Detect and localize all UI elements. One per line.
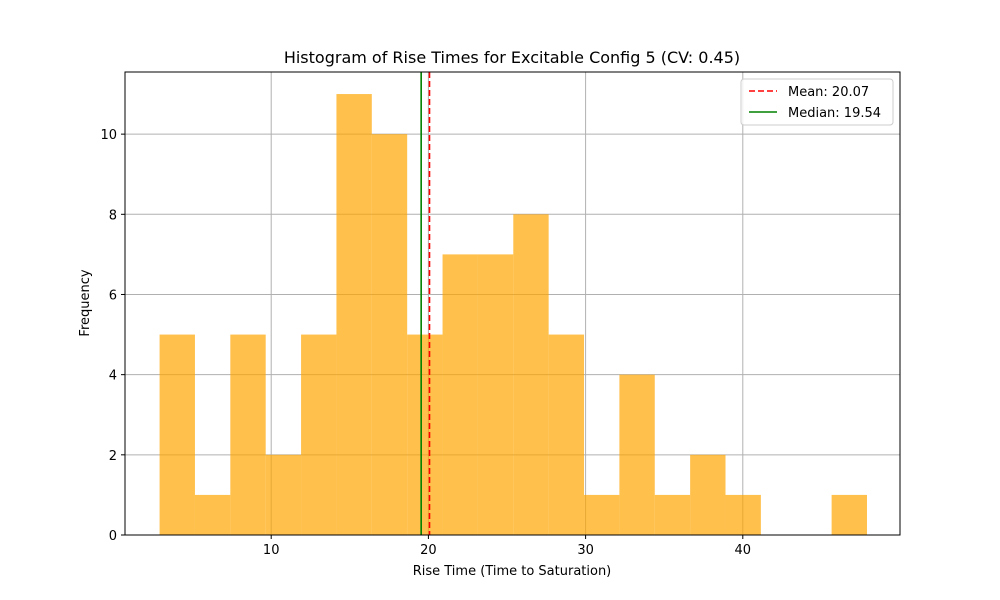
ticks-layer: 10 20 30 40 0 2 4 6 8 10: [100, 128, 751, 558]
y-tick-label: 4: [109, 369, 117, 384]
chart-title: Histogram of Rise Times for Excitable Co…: [284, 48, 740, 67]
histogram-bar-13: [619, 374, 655, 535]
reference-lines-layer: [420, 72, 431, 535]
histogram-bar-9: [477, 254, 514, 536]
bars-layer: [159, 94, 867, 536]
y-tick-label: 0: [109, 529, 117, 544]
histogram-bar-6: [371, 134, 408, 535]
y-tick-label: 8: [109, 208, 117, 223]
y-tick-label: 6: [109, 288, 117, 303]
legend: Mean: 20.07 Median: 19.54: [740, 78, 894, 126]
y-tick-label: 10: [100, 128, 117, 143]
x-tick-label: 20: [420, 543, 437, 558]
y-axis-label: Frequency: [78, 269, 93, 336]
histogram-bar-3: [265, 454, 302, 535]
x-tick-label: 30: [577, 543, 594, 558]
x-axis-label: Rise Time (Time to Saturation): [413, 564, 612, 579]
histogram-bar-5: [336, 94, 372, 536]
histogram-bar-14: [654, 494, 691, 535]
histogram-bar-1: [194, 494, 231, 535]
x-tick-label: 40: [735, 543, 752, 558]
histogram-bar-10: [513, 214, 549, 535]
histogram-bar-8: [442, 254, 478, 536]
legend-box: [740, 78, 894, 126]
legend-median-label: Median: 19.54: [788, 106, 881, 121]
legend-mean-label: Mean: 20.07: [788, 85, 869, 100]
histogram-bar-19: [831, 494, 867, 535]
histogram-bar-11: [548, 334, 585, 535]
x-tick-label: 10: [263, 543, 280, 558]
plot-frame: [124, 71, 901, 536]
histogram-bar-15: [690, 454, 726, 535]
histogram-bar-16: [725, 494, 761, 535]
histogram-bar-2: [230, 334, 266, 535]
histogram-bar-12: [584, 494, 620, 535]
histogram-bar-0: [159, 334, 195, 535]
histogram-bar-4: [301, 334, 337, 535]
histogram-bar-7: [407, 334, 443, 535]
y-tick-label: 2: [109, 449, 117, 464]
